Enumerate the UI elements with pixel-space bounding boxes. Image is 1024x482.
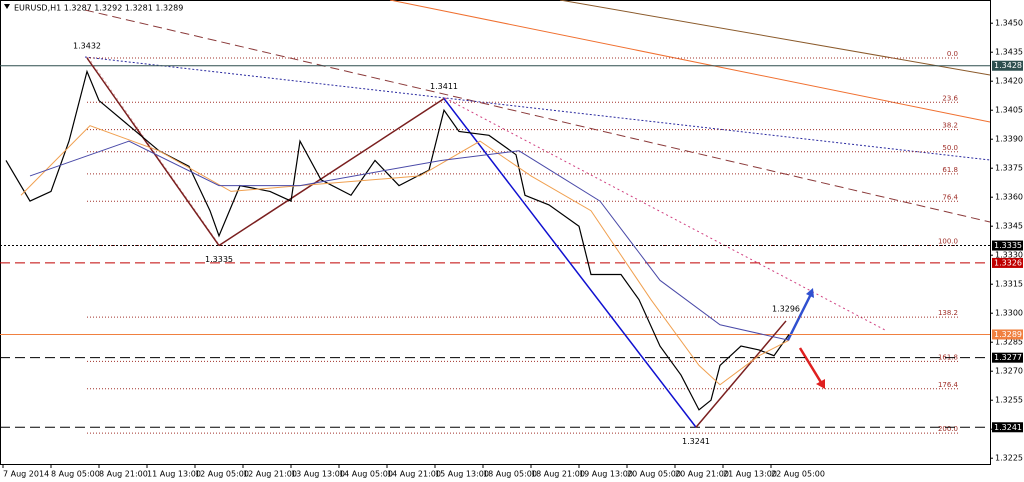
price-box xyxy=(992,257,1023,268)
x-tick-label: 14 Aug 05:00 xyxy=(339,470,393,479)
symbol-marker xyxy=(4,4,10,9)
y-tick-label: 1.3375 xyxy=(995,164,1023,173)
y-tick-label: 1.3255 xyxy=(995,396,1023,405)
trend-line xyxy=(84,9,991,223)
fib-label: 50.0 xyxy=(942,144,958,152)
x-tick-label: 20 Aug 21:00 xyxy=(675,470,729,479)
price-box xyxy=(992,329,1023,340)
pivot-label: 1.3335 xyxy=(205,255,233,264)
fib-label: 38.2 xyxy=(942,122,958,130)
price-box xyxy=(992,422,1023,433)
zigzag xyxy=(443,98,697,428)
chart-title: EURUSD,H1 1.3287 1.3292 1.3281 1.3289 xyxy=(14,4,183,13)
fib-label: 76.4 xyxy=(942,193,958,201)
price-box xyxy=(992,240,1023,251)
x-tick-label: 20 Aug 05:00 xyxy=(627,470,681,479)
price-line xyxy=(5,69,790,411)
x-tick-label: 14 Aug 21:00 xyxy=(387,470,441,479)
y-tick-label: 1.3300 xyxy=(995,309,1023,318)
fib-label: 100.0 xyxy=(938,238,958,246)
x-tick-label: 11 Aug 13:00 xyxy=(147,470,201,479)
y-tick-label: 1.3345 xyxy=(995,222,1023,231)
zigzag xyxy=(218,97,445,247)
price-line xyxy=(29,140,790,341)
fib-label: 61.8 xyxy=(942,166,958,174)
y-tick-label: 1.3225 xyxy=(995,454,1023,463)
price-box-label: 1.3335 xyxy=(994,241,1022,250)
forecast-arrow xyxy=(786,291,814,341)
x-tick-label: 15 Aug 13:00 xyxy=(435,470,489,479)
x-tick-label: 21 Aug 13:00 xyxy=(723,470,777,479)
forecast-arrow xyxy=(806,288,814,298)
trend-line xyxy=(559,0,991,76)
y-tick-label: 1.3435 xyxy=(995,48,1023,57)
price-box-label: 1.3241 xyxy=(994,423,1022,432)
price-box xyxy=(992,352,1023,363)
zigzag xyxy=(86,57,220,246)
y-tick-label: 1.3270 xyxy=(995,367,1023,376)
fib-label: 200.0 xyxy=(938,425,958,433)
x-tick-label: 22 Aug 05:00 xyxy=(771,470,825,479)
fib-label: 0.0 xyxy=(947,50,958,58)
plot-frame xyxy=(0,0,991,465)
trend-line xyxy=(389,0,991,123)
price-box xyxy=(992,60,1023,71)
y-tick-label: 1.3360 xyxy=(995,193,1023,202)
y-tick-label: 1.3390 xyxy=(995,135,1023,144)
y-tick-label: 1.3285 xyxy=(995,338,1023,347)
x-tick-label: 12 Aug 21:00 xyxy=(243,470,297,479)
pivot-label: 1.3411 xyxy=(430,82,458,91)
x-tick-label: 13 Aug 13:00 xyxy=(291,470,345,479)
zigzag xyxy=(695,320,787,428)
x-tick-label: 8 Aug 05:00 xyxy=(51,470,100,479)
fib-label: 176.4 xyxy=(938,381,959,389)
y-tick-label: 1.3450 xyxy=(995,19,1023,28)
x-tick-label: 18 Aug 05:00 xyxy=(483,470,537,479)
pivot-label: 1.3241 xyxy=(682,437,710,446)
x-tick-label: 12 Aug 05:00 xyxy=(195,470,249,479)
y-tick-label: 1.3420 xyxy=(995,77,1023,86)
fib-label: 138.2 xyxy=(938,309,958,317)
y-tick-label: 1.3315 xyxy=(995,280,1023,289)
x-tick-label: 8 Aug 21:00 xyxy=(99,470,148,479)
x-tick-label: 18 Aug 21:00 xyxy=(531,470,585,479)
pivot-label: 1.3296 xyxy=(772,304,800,313)
price-box-label: 1.3289 xyxy=(994,330,1022,339)
price-box-label: 1.3428 xyxy=(994,61,1022,70)
x-tick-label: 7 Aug 2014 xyxy=(3,470,49,479)
y-tick-label: 1.3330 xyxy=(995,251,1023,260)
forecast-arrow xyxy=(816,379,825,389)
price-box-label: 1.3326 xyxy=(994,258,1022,267)
pivot-label: 1.3432 xyxy=(73,42,101,51)
x-tick-label: 19 Aug 13:00 xyxy=(579,470,633,479)
price-line xyxy=(20,125,790,386)
price-box-label: 1.3277 xyxy=(994,353,1022,362)
y-tick-label: 1.3405 xyxy=(995,106,1023,115)
fib-label: 23.6 xyxy=(942,94,958,102)
forecast-arrow xyxy=(798,347,824,385)
